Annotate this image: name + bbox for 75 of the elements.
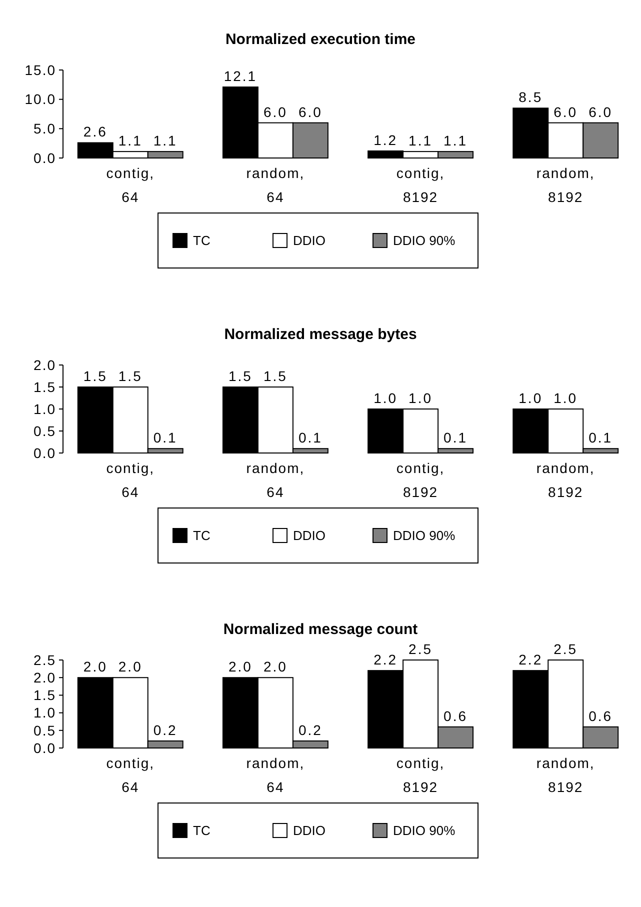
y-tick-label: 0.5	[34, 722, 56, 738]
data-label: 2.2	[518, 652, 543, 668]
data-label: 1.0	[518, 390, 543, 406]
data-label: 1.1	[118, 132, 142, 149]
y-tick-label: 0.0	[34, 150, 56, 166]
data-label: 1.1	[408, 132, 433, 149]
data-label: 0.1	[444, 430, 468, 446]
data-label: 1.5	[83, 368, 108, 384]
data-label: 6.0	[554, 104, 578, 120]
y-tick-label: 0.5	[34, 422, 56, 439]
legend-label: DDIO	[293, 233, 326, 248]
x-tick-label: contig, 64	[106, 755, 155, 795]
data-label: 2.0	[118, 658, 142, 675]
legend-label: DDIO	[293, 823, 326, 838]
data-label: 0.6	[444, 708, 468, 724]
data-label: 2.6	[83, 124, 108, 140]
data-label: 1.0	[374, 390, 398, 406]
legend-label: DDIO 90%	[393, 528, 456, 544]
x-tick-label: random, 64	[246, 165, 305, 205]
x-tick-label: contig, 64	[106, 165, 155, 205]
chart-title: Normalized message bytes	[224, 326, 417, 343]
data-label: 6.0	[588, 104, 613, 120]
data-label: 6.0	[263, 104, 288, 120]
x-tick-label: random, 64	[246, 460, 305, 500]
y-tick-label: 1.0	[34, 400, 56, 417]
x-tick-label: contig, 8192	[396, 755, 445, 795]
legend-label: DDIO 90%	[393, 823, 456, 838]
chart-title: Normalized message count	[223, 621, 418, 638]
data-label: 2.5	[554, 641, 578, 657]
data-label: 0.2	[298, 722, 322, 738]
data-label: 1.5	[228, 368, 252, 384]
data-label: 1.5	[263, 368, 288, 384]
legend-label: TC	[193, 528, 210, 544]
data-label: 2.0	[263, 658, 288, 675]
data-label: 0.6	[588, 708, 613, 724]
chart-title: Normalized execution time	[225, 31, 416, 48]
legend-label: DDIO	[293, 528, 326, 544]
legend-label: DDIO 90%	[393, 233, 456, 248]
y-tick-label: 0.0	[34, 740, 56, 756]
x-tick-label: random, 8192	[536, 165, 595, 205]
data-label: 2.0	[83, 658, 108, 675]
y-tick-label: 15.0	[24, 62, 56, 78]
y-tick-label: 2.5	[34, 652, 56, 668]
data-label: 2.2	[374, 652, 398, 668]
data-label: 12.1	[224, 68, 258, 84]
y-tick-label: 2.0	[34, 670, 56, 686]
data-label: 1.0	[554, 390, 578, 406]
data-label: 1.0	[408, 390, 433, 406]
data-label: 0.2	[153, 722, 178, 738]
y-tick-label: 2.0	[34, 356, 56, 373]
data-label: 0.1	[298, 430, 322, 446]
legend-label: TC	[193, 233, 210, 248]
y-tick-label: 1.5	[34, 687, 56, 704]
x-tick-label: contig, 8192	[396, 460, 445, 500]
x-tick-label: contig, 8192	[396, 165, 445, 205]
data-label: 8.5	[518, 89, 543, 106]
data-label: 0.1	[588, 430, 613, 446]
x-tick-label: random, 8192	[536, 755, 595, 795]
x-tick-label: random, 64	[246, 755, 305, 795]
data-label: 1.2	[374, 132, 398, 148]
x-tick-label: contig, 64	[106, 460, 155, 500]
data-label: 0.1	[153, 430, 178, 446]
data-label: 6.0	[298, 104, 322, 120]
data-label: 2.0	[228, 658, 252, 675]
data-label: 2.5	[408, 641, 433, 657]
legend-label: TC	[193, 823, 210, 838]
x-tick-label: random, 8192	[536, 460, 595, 500]
data-label: 1.1	[153, 132, 178, 149]
data-label: 1.1	[444, 132, 468, 149]
y-tick-label: 0.0	[34, 444, 56, 461]
data-label: 1.5	[118, 368, 142, 384]
y-tick-label: 1.0	[34, 704, 56, 721]
y-tick-label: 5.0	[34, 120, 56, 137]
y-tick-label: 1.5	[34, 378, 56, 395]
y-tick-label: 10.0	[24, 91, 56, 108]
